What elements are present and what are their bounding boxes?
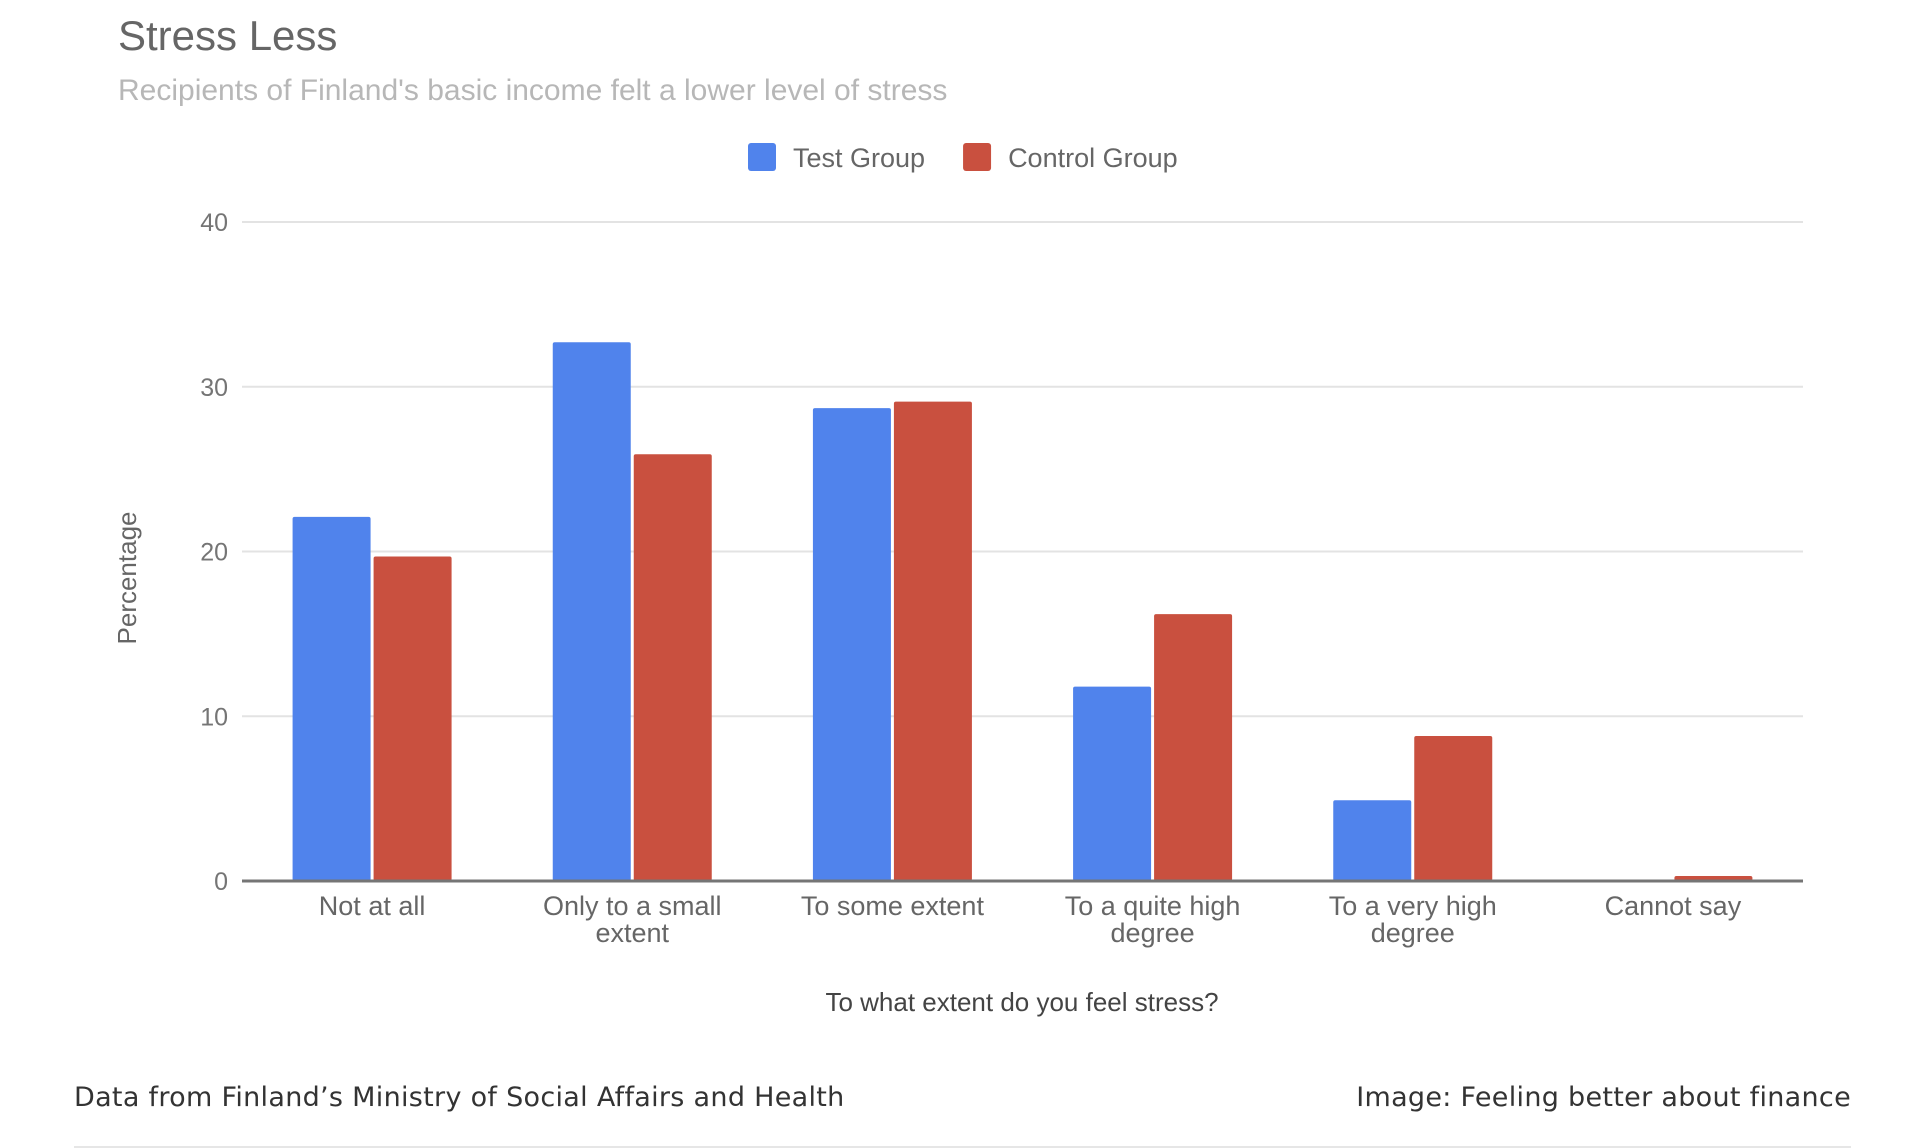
x-category-label: To a quite high degree bbox=[1065, 891, 1241, 948]
legend-label: Test Group bbox=[793, 143, 925, 173]
chart-subtitle: Recipients of Finland's basic income fel… bbox=[118, 74, 947, 107]
image-credit: Image: Feeling better about finance bbox=[1356, 1082, 1851, 1113]
x-category-label: To some extent bbox=[801, 891, 985, 921]
legend-swatch bbox=[963, 143, 992, 171]
y-tick-label: 0 bbox=[214, 868, 228, 896]
y-axis-ticks: 0 10 20 30 40 bbox=[200, 209, 228, 896]
bar-control-group bbox=[1414, 736, 1493, 881]
y-tick-label: 30 bbox=[200, 374, 228, 402]
y-axis-title: Percentage bbox=[112, 512, 142, 645]
bar-test-group bbox=[812, 408, 891, 881]
y-tick-label: 20 bbox=[200, 539, 228, 567]
chart-title: Stress Less bbox=[118, 12, 337, 59]
chart-legend: Test Group Control Group bbox=[748, 143, 1178, 173]
y-tick-label: 40 bbox=[200, 209, 228, 237]
x-category-label: To a very high degree bbox=[1329, 891, 1497, 948]
data-source-note: Data from Finland’s Ministry of Social A… bbox=[74, 1082, 845, 1113]
bar-test-group bbox=[552, 342, 631, 882]
y-tick-label: 10 bbox=[200, 703, 228, 731]
bar-test-group bbox=[1073, 686, 1152, 881]
gridlines bbox=[242, 221, 1803, 718]
x-axis-categories: Not at all Only to a small extent To some e… bbox=[319, 891, 1742, 948]
legend-item: Test Group bbox=[748, 143, 925, 173]
bar-control-group bbox=[1154, 614, 1233, 881]
legend-swatch bbox=[748, 143, 776, 171]
bar-control-group bbox=[893, 401, 972, 881]
bar-control-group bbox=[633, 454, 712, 881]
x-category-label: Only to a small extent bbox=[543, 891, 722, 948]
legend-item: Control Group bbox=[963, 143, 1178, 173]
bar-test-group bbox=[1333, 800, 1412, 881]
x-category-label: Cannot say bbox=[1605, 891, 1742, 921]
bar-control-group bbox=[373, 556, 452, 881]
legend-label: Control Group bbox=[1008, 143, 1178, 173]
bar-test-group bbox=[292, 516, 371, 881]
x-axis-title: To what extent do you feel stress? bbox=[825, 987, 1218, 1017]
bars bbox=[292, 342, 1753, 882]
x-category-label: Not at all bbox=[319, 891, 426, 921]
